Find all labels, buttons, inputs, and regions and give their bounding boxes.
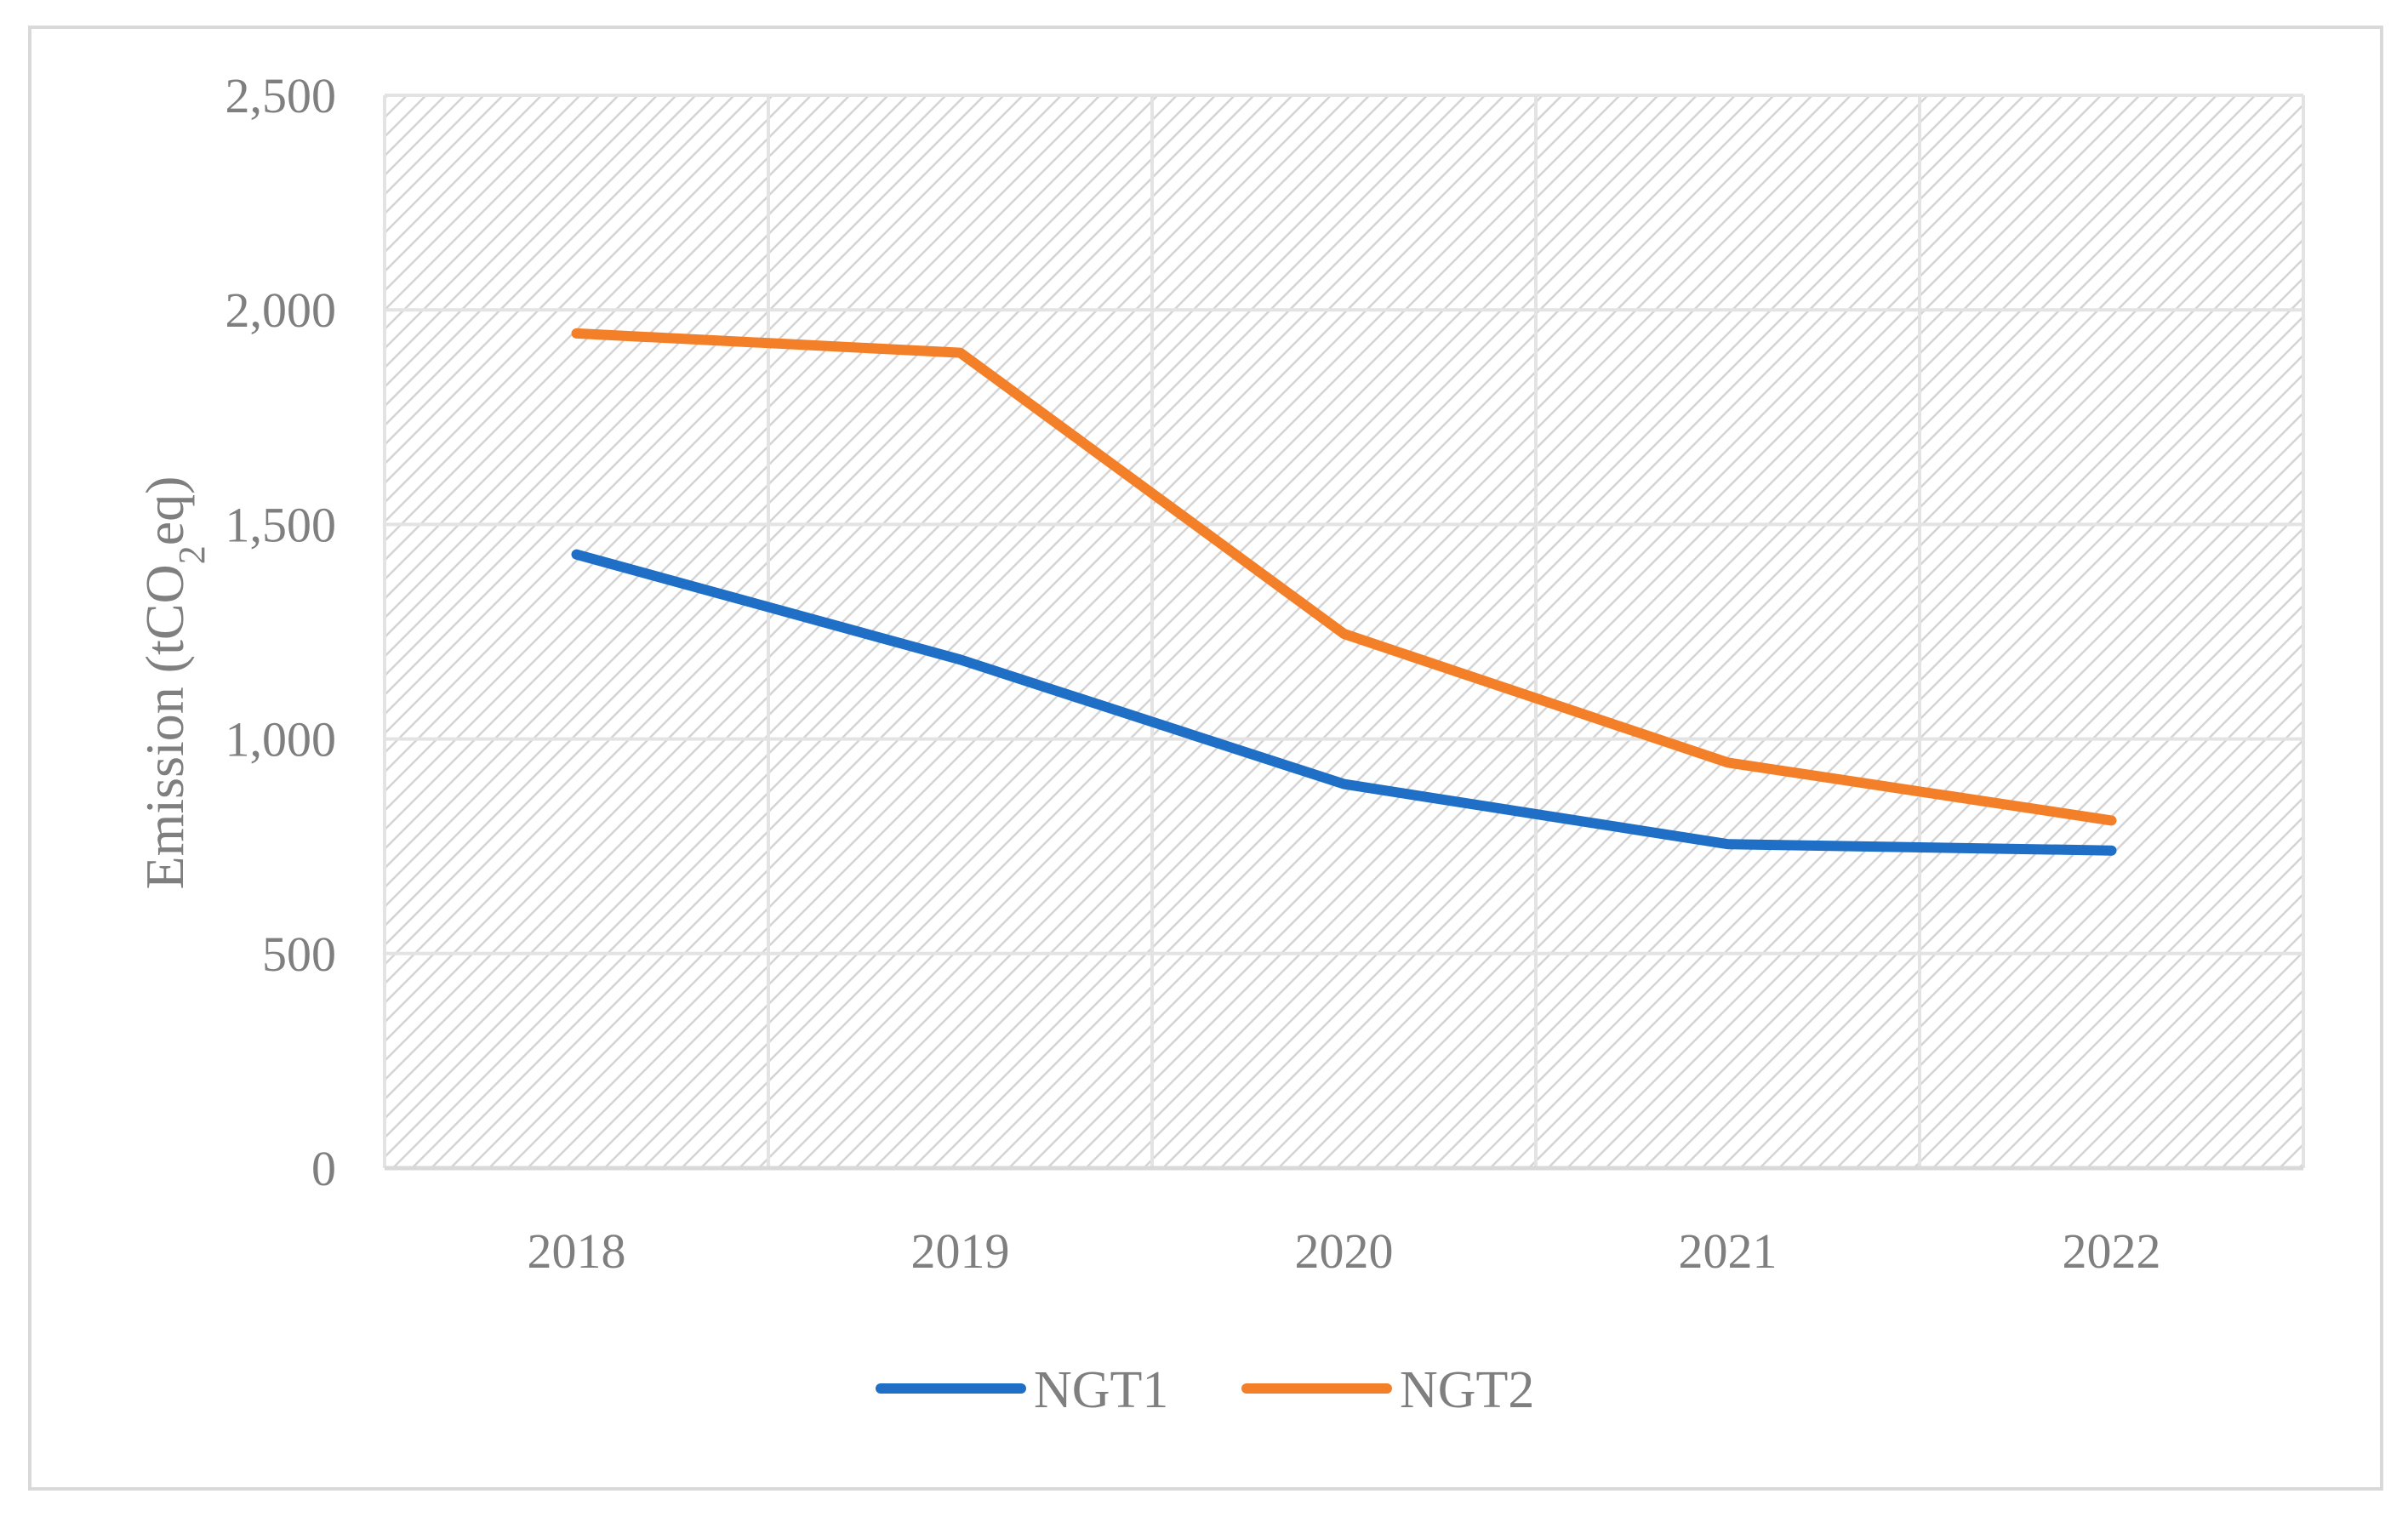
- legend-item-ngt2[interactable]: NGT2: [1241, 1361, 1534, 1419]
- legend-label: NGT1: [1034, 1361, 1168, 1419]
- x-tick-label: 2018: [528, 1223, 626, 1279]
- x-tick-label: 2021: [1679, 1223, 1777, 1279]
- series-line-ngt2[interactable]: [571, 328, 2117, 826]
- y-axis-title-subscript: 2: [171, 545, 213, 564]
- y-axis-title-main: Emission (tCO: [134, 564, 195, 889]
- y-axis-tick-labels: 0 500 1,000 1,500 2,000 2,500: [225, 68, 337, 1196]
- y-tick-label: 0: [311, 1141, 336, 1196]
- y-tick-label: 500: [262, 926, 336, 982]
- legend[interactable]: NGT1 NGT2: [876, 1361, 1534, 1419]
- y-axis-title-suffix: eq): [134, 476, 195, 546]
- y-axis-title: Emission (tCO2eq): [134, 476, 213, 890]
- y-tick-label: 1,000: [225, 712, 337, 767]
- x-axis-tick-labels: 2018 2019 2020 2021 2022: [528, 1223, 2161, 1279]
- x-tick-label: 2022: [2063, 1223, 2161, 1279]
- y-tick-label: 1,500: [225, 497, 337, 552]
- legend-item-ngt1[interactable]: NGT1: [876, 1361, 1168, 1419]
- y-tick-label: 2,000: [225, 282, 337, 338]
- x-tick-label: 2019: [911, 1223, 1010, 1279]
- vertical-gridlines: [383, 95, 2305, 1168]
- y-tick-label: 2,500: [225, 68, 337, 123]
- x-tick-label: 2020: [1295, 1223, 1394, 1279]
- horizontal-gridlines: [385, 94, 2303, 955]
- series-line-ngt1[interactable]: [571, 549, 2117, 856]
- series-lines: [571, 328, 2117, 856]
- legend-label: NGT2: [1400, 1361, 1534, 1419]
